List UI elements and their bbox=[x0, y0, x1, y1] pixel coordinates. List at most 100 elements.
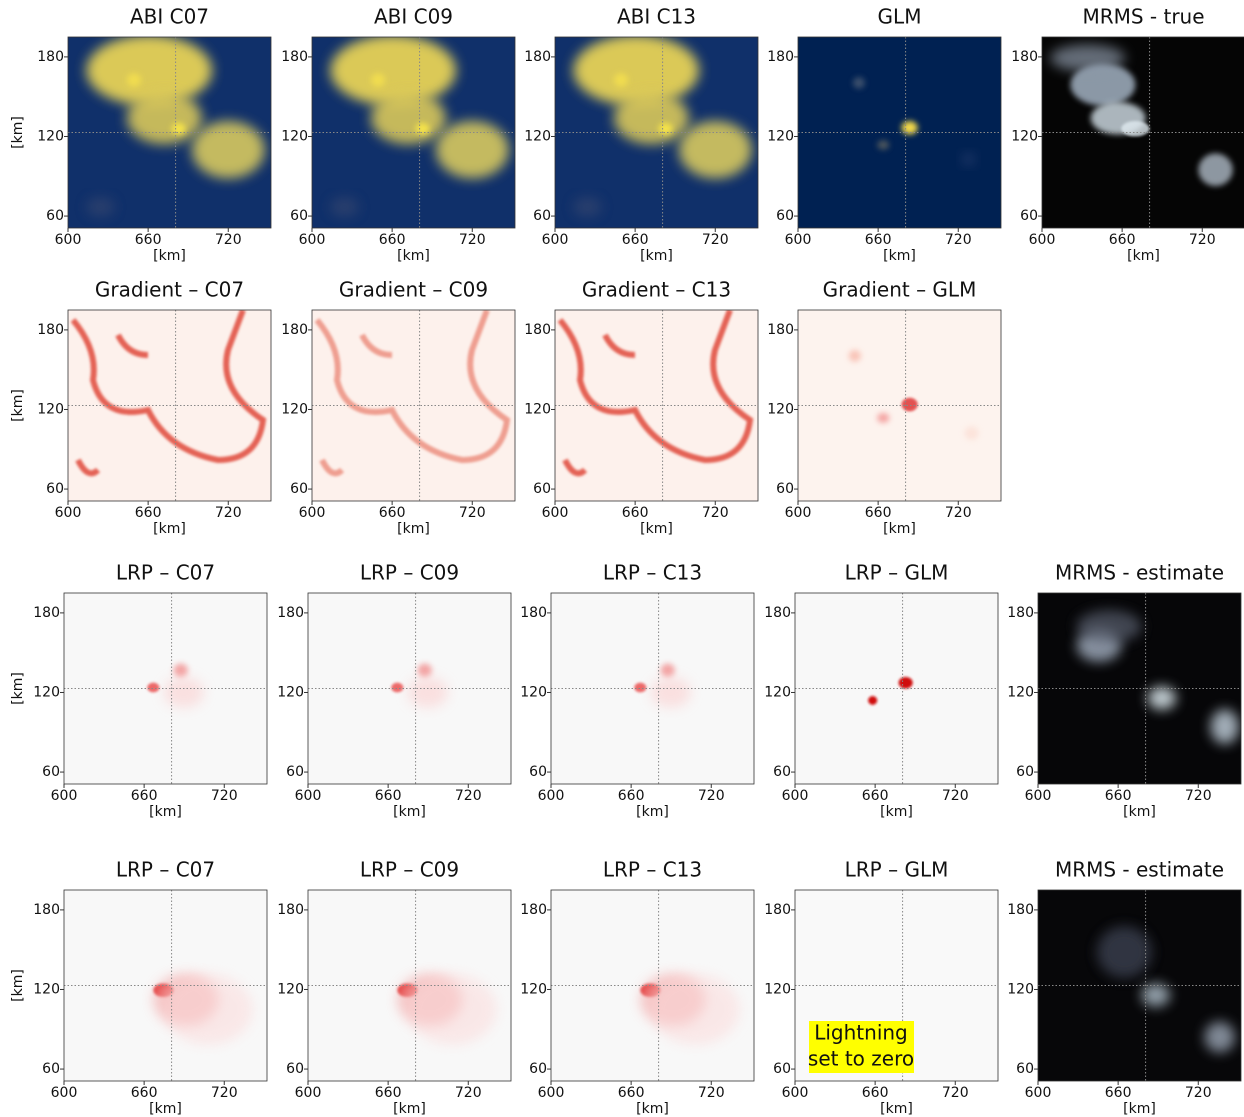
image-blob bbox=[164, 974, 253, 1045]
image-blob bbox=[651, 677, 692, 708]
image-blob bbox=[849, 350, 861, 362]
image-blob bbox=[174, 664, 188, 678]
x-tick-label: 600 bbox=[785, 505, 812, 521]
y-tick-label: 60 bbox=[773, 1061, 791, 1077]
y-tick-label: 120 bbox=[767, 128, 794, 144]
y-tick-label: 60 bbox=[290, 481, 308, 497]
panel-title: MRMS - estimate bbox=[1055, 858, 1224, 882]
y-tick-label: 60 bbox=[286, 1061, 304, 1077]
y-tick-label: 60 bbox=[533, 208, 551, 224]
panel-title: LRP – GLM bbox=[845, 561, 949, 585]
panel: LRP – C1360066072060120180[km] bbox=[520, 858, 754, 1117]
x-tick-label: 660 bbox=[862, 788, 889, 804]
x-tick-label: 720 bbox=[698, 788, 725, 804]
y-tick-label: 180 bbox=[767, 49, 794, 65]
x-tick-label: 660 bbox=[618, 788, 645, 804]
image-blob bbox=[436, 121, 509, 178]
image bbox=[551, 593, 754, 784]
x-axis-label: [km] bbox=[883, 521, 916, 537]
x-axis-label: [km] bbox=[883, 248, 916, 264]
x-axis-label: [km] bbox=[636, 804, 669, 820]
panel-title: GLM bbox=[878, 5, 922, 29]
image-blob bbox=[371, 73, 385, 87]
y-tick-label: 120 bbox=[33, 684, 60, 700]
image bbox=[555, 310, 758, 501]
x-tick-label: 660 bbox=[865, 232, 892, 248]
panel: ABI C1360066072060120180[km] bbox=[524, 5, 758, 265]
x-axis-label: [km] bbox=[636, 1101, 669, 1117]
x-tick-label: 600 bbox=[782, 1085, 809, 1101]
y-tick-label: 60 bbox=[1016, 1061, 1034, 1077]
image-blob bbox=[614, 73, 628, 87]
x-tick-label: 720 bbox=[455, 1085, 482, 1101]
panel: LRP – GLM60066072060120180[km] bbox=[764, 561, 998, 821]
x-tick-label: 720 bbox=[942, 1085, 969, 1101]
x-axis-label: [km] bbox=[397, 521, 430, 537]
y-tick-label: 180 bbox=[1007, 902, 1034, 918]
image bbox=[308, 593, 511, 784]
image-blob bbox=[418, 664, 432, 678]
panel: LRP – C0760066072060120180[km][km] bbox=[10, 561, 267, 821]
y-tick-label: 60 bbox=[776, 481, 794, 497]
y-tick-label: 120 bbox=[524, 128, 551, 144]
image-blob bbox=[853, 77, 865, 89]
x-tick-label: 720 bbox=[459, 232, 486, 248]
image bbox=[1042, 37, 1244, 228]
x-tick-label: 720 bbox=[455, 788, 482, 804]
x-tick-label: 600 bbox=[295, 788, 322, 804]
x-axis-label: [km] bbox=[1123, 804, 1156, 820]
image-blob bbox=[1204, 1022, 1234, 1053]
y-tick-label: 180 bbox=[520, 605, 547, 621]
x-axis-label: [km] bbox=[640, 248, 673, 264]
y-axis-label: [km] bbox=[10, 389, 26, 422]
image-blob bbox=[391, 683, 403, 693]
image-blob bbox=[573, 197, 601, 216]
y-tick-label: 120 bbox=[277, 981, 304, 997]
y-tick-label: 180 bbox=[33, 605, 60, 621]
y-tick-label: 180 bbox=[520, 902, 547, 918]
panel-title: LRP – C07 bbox=[116, 858, 215, 882]
x-tick-label: 720 bbox=[211, 788, 238, 804]
x-tick-label: 720 bbox=[698, 1085, 725, 1101]
image bbox=[1038, 890, 1241, 1081]
x-tick-label: 660 bbox=[131, 1085, 158, 1101]
panel-title: Gradient – C07 bbox=[95, 278, 244, 302]
x-tick-label: 720 bbox=[211, 1085, 238, 1101]
y-tick-label: 120 bbox=[767, 401, 794, 417]
image-blob bbox=[330, 197, 358, 216]
image-blob bbox=[964, 426, 978, 440]
y-tick-label: 180 bbox=[524, 322, 551, 338]
y-tick-label: 180 bbox=[524, 49, 551, 65]
image bbox=[312, 310, 515, 501]
x-tick-label: 600 bbox=[299, 505, 326, 521]
panel: Gradient – C0960066072060120180[km] bbox=[281, 278, 515, 538]
x-tick-label: 720 bbox=[1185, 788, 1212, 804]
x-axis-label: [km] bbox=[397, 248, 430, 264]
x-tick-label: 600 bbox=[55, 505, 82, 521]
panel-title: ABI C07 bbox=[130, 5, 209, 29]
y-tick-label: 60 bbox=[286, 764, 304, 780]
y-tick-label: 180 bbox=[764, 605, 791, 621]
y-tick-label: 120 bbox=[37, 401, 64, 417]
y-tick-label: 120 bbox=[520, 981, 547, 997]
x-tick-label: 600 bbox=[538, 788, 565, 804]
y-tick-label: 60 bbox=[773, 764, 791, 780]
panel: Gradient – C1360066072060120180[km] bbox=[524, 278, 758, 538]
x-axis-label: [km] bbox=[880, 1101, 913, 1117]
x-tick-label: 660 bbox=[375, 1085, 402, 1101]
x-tick-label: 660 bbox=[135, 232, 162, 248]
panel-title: LRP – GLM bbox=[845, 858, 949, 882]
image-blob bbox=[679, 121, 752, 178]
x-axis-label: [km] bbox=[153, 248, 186, 264]
y-tick-label: 180 bbox=[277, 605, 304, 621]
y-tick-label: 180 bbox=[281, 49, 308, 65]
y-tick-label: 60 bbox=[533, 481, 551, 497]
x-tick-label: 600 bbox=[782, 788, 809, 804]
panel: LRP – C0960066072060120180[km] bbox=[277, 561, 511, 821]
image-blob bbox=[634, 683, 646, 693]
image-blob bbox=[371, 92, 446, 144]
image-blob bbox=[614, 92, 689, 144]
x-tick-label: 600 bbox=[51, 1085, 78, 1101]
y-tick-label: 120 bbox=[281, 401, 308, 417]
